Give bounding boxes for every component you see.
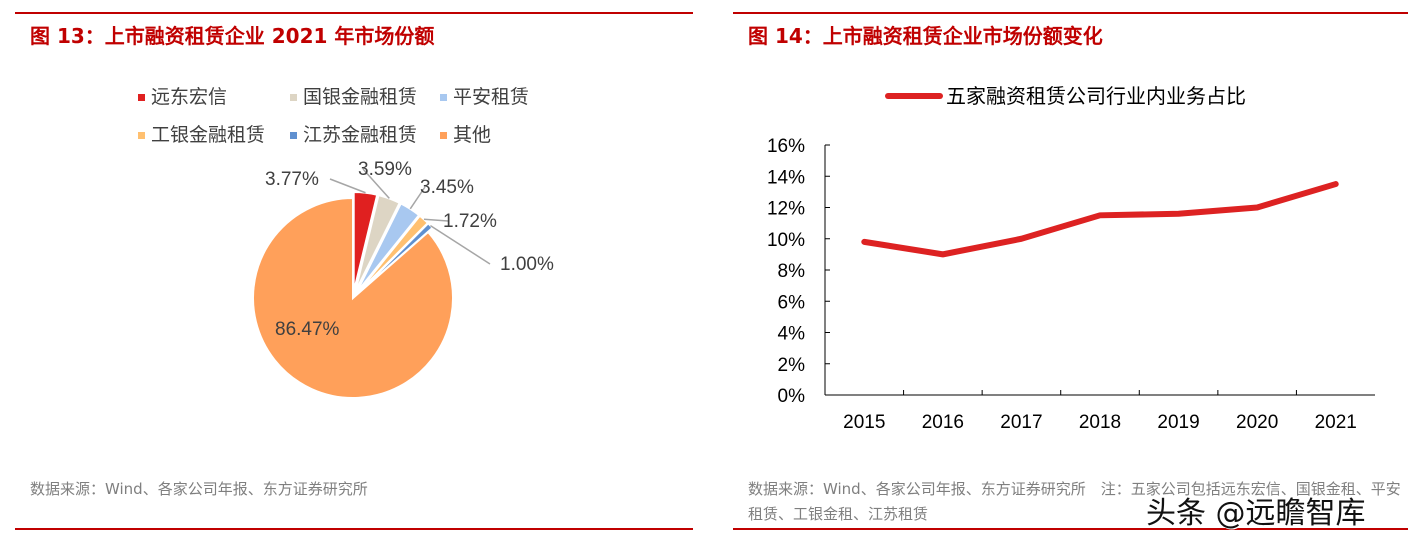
line-source: 数据来源：Wind、各家公司年报、东方证券研究所 注：五家公司包括远东宏信、国银… <box>748 480 1401 523</box>
data-point <box>1335 183 1337 185</box>
x-tick-label: 2016 <box>922 412 964 433</box>
top-rule <box>733 12 1408 14</box>
legend-swatch <box>138 132 145 139</box>
y-tick-label: 12% <box>767 199 805 220</box>
leader-line <box>430 224 491 265</box>
pie-slice <box>356 221 434 295</box>
legend-label: 远东宏信 <box>151 86 228 108</box>
top-rule <box>15 12 693 14</box>
legend-swatch <box>290 94 297 101</box>
line-title: 图 14：上市融资租赁企业市场份额变化 <box>748 24 1103 48</box>
legend-item: 工银金融租赁 <box>138 120 265 147</box>
watermark: 头条 @远瞻智库 <box>1146 496 1366 531</box>
x-tick-label: 2021 <box>1315 412 1357 433</box>
legend-label: 工银金融租赁 <box>151 124 266 146</box>
slice-label: 1.72% <box>443 211 497 232</box>
x-tick-label: 2019 <box>1157 412 1199 433</box>
y-tick-label: 0% <box>778 386 806 407</box>
legend-label: 其他 <box>453 124 492 146</box>
legend-label: 江苏金融租赁 <box>303 124 418 146</box>
leader-line <box>362 168 390 199</box>
y-tick-label: 6% <box>778 292 806 313</box>
x-tick-label: 2020 <box>1236 412 1278 433</box>
series-line <box>861 181 1339 258</box>
pie-source: 数据来源：Wind、各家公司年报、东方证券研究所 <box>30 480 368 498</box>
y-tick-label: 8% <box>778 261 806 282</box>
data-point <box>1178 213 1180 215</box>
bottom-rule <box>15 528 693 530</box>
data-point <box>1099 214 1101 216</box>
legend-item: 江苏金融租赁 <box>290 120 417 147</box>
slice-label: 1.00% <box>500 254 554 275</box>
legend-label: 平安租赁 <box>453 86 530 108</box>
legend-item: 其他 <box>440 120 491 147</box>
legend-swatch <box>440 132 447 139</box>
data-point <box>1256 207 1258 208</box>
y-tick-label: 10% <box>767 230 805 251</box>
y-tick-label: 2% <box>778 355 806 376</box>
x-tick-label: 2017 <box>1000 412 1042 433</box>
data-point <box>863 241 865 243</box>
x-tick-label: 2018 <box>1079 412 1121 433</box>
pie-slice <box>252 196 454 399</box>
legend-label: 国银金融租赁 <box>303 86 418 108</box>
leader-line <box>329 178 366 194</box>
legend-item: 国银金融租赁 <box>290 82 417 109</box>
pie-slice <box>352 191 379 293</box>
leader-line <box>409 186 426 210</box>
bottom-rule <box>733 528 1408 530</box>
y-tick-label: 16% <box>767 136 805 157</box>
line-chart: 0% 2% 4% 6% 8% 10% 12% 14% 16% 2015 2016 2017 2018 20… <box>767 85 1375 433</box>
leader-line <box>423 218 449 222</box>
pie-title: 图 13：上市融资租赁企业 2021 年市场份额 <box>30 24 435 48</box>
pie-chart: 3.77% 3.59% 3.45% 1.72% 1.00% 86.47% <box>252 159 554 399</box>
legend-swatch <box>290 132 297 139</box>
slice-label: 3.77% <box>265 169 319 190</box>
data-point <box>942 253 944 255</box>
legend-swatch <box>440 94 447 101</box>
x-tick-label: 2015 <box>843 412 885 433</box>
legend-item: 平安租赁 <box>440 82 529 109</box>
slice-label: 86.47% <box>275 319 340 340</box>
legend-swatch <box>138 94 145 101</box>
slice-label: 3.59% <box>358 159 412 180</box>
legend-item: 远东宏信 <box>138 82 227 109</box>
y-tick-label: 14% <box>767 167 805 188</box>
slice-label: 3.45% <box>420 177 474 198</box>
y-tick-label: 4% <box>778 324 806 345</box>
data-point <box>1020 238 1022 240</box>
legend-label: 五家融资租赁公司行业内业务占比 <box>946 85 1246 108</box>
